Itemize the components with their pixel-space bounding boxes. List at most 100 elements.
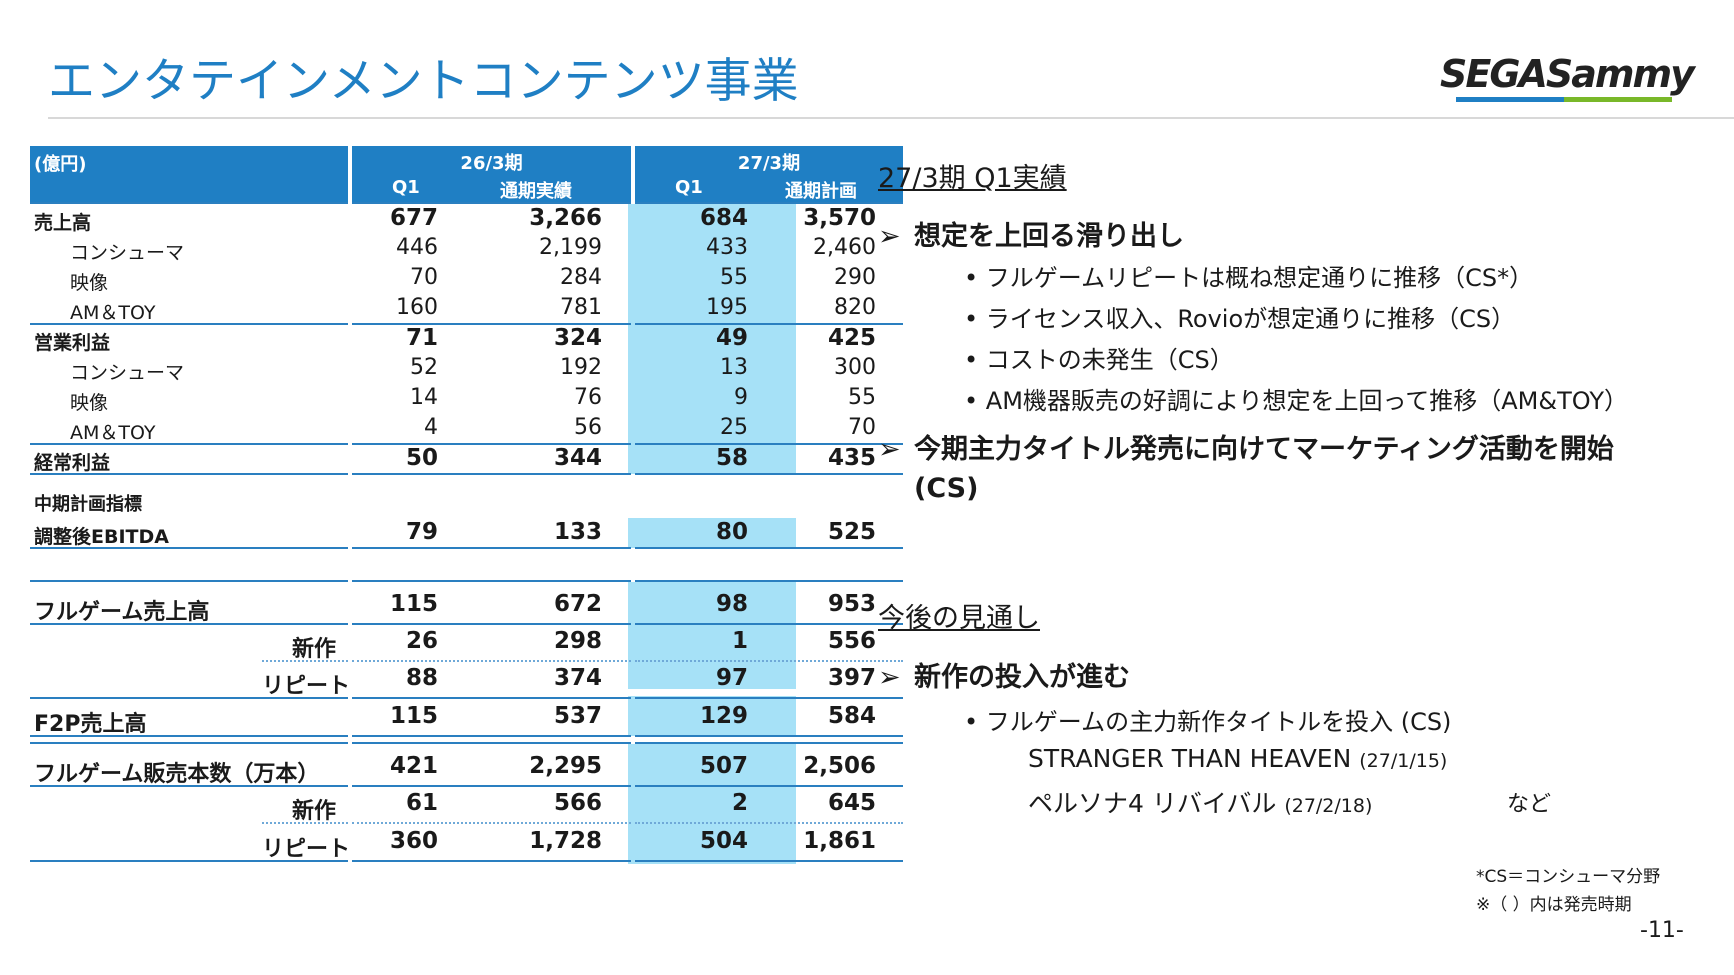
col-q1-b: Q1 [675, 177, 703, 198]
row-value: 2,460 [813, 235, 876, 260]
highlight-column-block [628, 582, 796, 689]
table-header-period-b: 27/3期 Q1 通期計画 [635, 146, 903, 202]
arrow-bullet-icon: ➢ [878, 662, 901, 693]
row-label: 営業利益 [34, 332, 111, 354]
col-q1-a: Q1 [392, 177, 420, 198]
row-value: 13 [720, 355, 748, 380]
row-divider [635, 860, 903, 862]
list-item: • フルゲームの主力新作タイトルを投入 (CS) [964, 708, 1452, 736]
row-divider [352, 623, 631, 625]
list-item: • コストの未発生（CS） [964, 346, 1234, 374]
bullet-main-3: ➢ 新作の投入が進む [878, 655, 1130, 694]
row-value: 55 [720, 265, 748, 290]
row-label: 映像 [70, 392, 109, 414]
row-value: 4 [424, 415, 438, 440]
row-label: コンシューマ [70, 362, 185, 384]
logo-bar-green [1564, 97, 1672, 102]
group-divider [30, 202, 348, 204]
row-value: 52 [410, 355, 438, 380]
row-divider [30, 323, 348, 325]
row-value: 9 [734, 385, 748, 410]
highlight-column-block [628, 518, 796, 548]
row-value: 677 [389, 205, 438, 231]
row-value: 504 [699, 828, 748, 854]
bullet-main-2: ➢ 今期主力タイトル発売に向けてマーケティング活動を開始 (CS) [878, 430, 1614, 508]
row-divider [352, 473, 631, 475]
row-value: 88 [405, 665, 438, 691]
group-divider [352, 742, 631, 744]
row-divider [30, 860, 348, 862]
row-value: 584 [827, 703, 876, 729]
row-label: リピート [262, 837, 351, 862]
row-value: 58 [715, 445, 748, 471]
row-divider [30, 473, 348, 475]
table-row: コンシューマ 52 192 13 300 [30, 354, 903, 384]
table-header-period-a: 26/3期 Q1 通期実績 [352, 146, 631, 202]
row-value: 2 [731, 790, 748, 816]
row-value: 397 [827, 665, 876, 691]
row-value: 2,295 [529, 753, 602, 779]
row-label: AM＆TOY [70, 302, 156, 324]
segasammy-logo: SEGASammy [1440, 52, 1695, 104]
row-value: 98 [715, 591, 748, 617]
row-value: 684 [699, 205, 748, 231]
section-heading-q1-results: 27/3期 Q1実績 [878, 163, 1067, 194]
row-divider [352, 785, 631, 787]
row-label: 売上高 [34, 212, 92, 234]
logo-bar-blue [1456, 97, 1564, 102]
table-row: リピート 88 374 97 397 [30, 664, 903, 699]
header-divider [48, 117, 1734, 119]
bullet-main-3-text: 新作の投入が進む [914, 662, 1130, 693]
row-value: 25 [720, 415, 748, 440]
row-value: 507 [699, 753, 748, 779]
row-value: 14 [410, 385, 438, 410]
group-divider [30, 742, 348, 744]
row-value: 525 [827, 519, 876, 545]
row-divider [352, 860, 631, 862]
row-value: 129 [699, 703, 748, 729]
table-row: リピート 360 1,728 504 1,861 [30, 827, 903, 862]
table-row: 営業利益 71 324 49 425 [30, 324, 903, 354]
row-value: 160 [396, 295, 438, 320]
table-row: 調整後EBITDA 79 133 80 525 [30, 518, 903, 548]
group-divider [635, 742, 903, 744]
row-divider [352, 660, 631, 662]
row-label: コンシューマ [70, 242, 185, 264]
row-value: 61 [405, 790, 438, 816]
row-divider [352, 323, 631, 325]
table-row: 新作 26 298 1 556 [30, 627, 903, 662]
row-value: 1,728 [529, 828, 602, 854]
highlight-column-block [628, 696, 796, 736]
table-row: 経常利益 50 344 58 435 [30, 444, 903, 474]
row-value: 79 [405, 519, 438, 545]
row-value: 56 [574, 415, 602, 440]
row-value: 2,199 [539, 235, 602, 260]
row-divider [30, 735, 348, 737]
row-divider [30, 623, 348, 625]
highlight-column-block [628, 204, 796, 474]
row-value: 953 [827, 591, 876, 617]
table-row: F2P売上高 115 537 129 584 [30, 702, 903, 737]
row-value: 3,570 [803, 205, 876, 231]
row-value: 97 [715, 665, 748, 691]
row-label: AM＆TOY [70, 422, 156, 444]
game-title-2: ペルソナ4 リバイバル (27/2/18) [1028, 789, 1373, 818]
page-title: エンタテインメントコンテンツ事業 [48, 54, 799, 109]
row-value: 55 [848, 385, 876, 410]
row-value: 360 [389, 828, 438, 854]
col-full-plan: 通期計画 [785, 181, 857, 202]
table-row: AM＆TOY 160 781 195 820 [30, 294, 903, 324]
table-row: 新作 61 566 2 645 [30, 789, 903, 824]
row-divider [352, 443, 631, 445]
row-divider [30, 785, 348, 787]
row-label: 調整後EBITDA [34, 526, 169, 548]
row-value: 435 [827, 445, 876, 471]
table-row: 映像 70 284 55 290 [30, 264, 903, 294]
row-value: 70 [848, 415, 876, 440]
row-divider [352, 547, 631, 549]
row-divider [635, 697, 903, 699]
row-divider [352, 697, 631, 699]
row-value: 781 [560, 295, 602, 320]
page-number: -11- [1640, 918, 1684, 943]
row-value: 820 [834, 295, 876, 320]
